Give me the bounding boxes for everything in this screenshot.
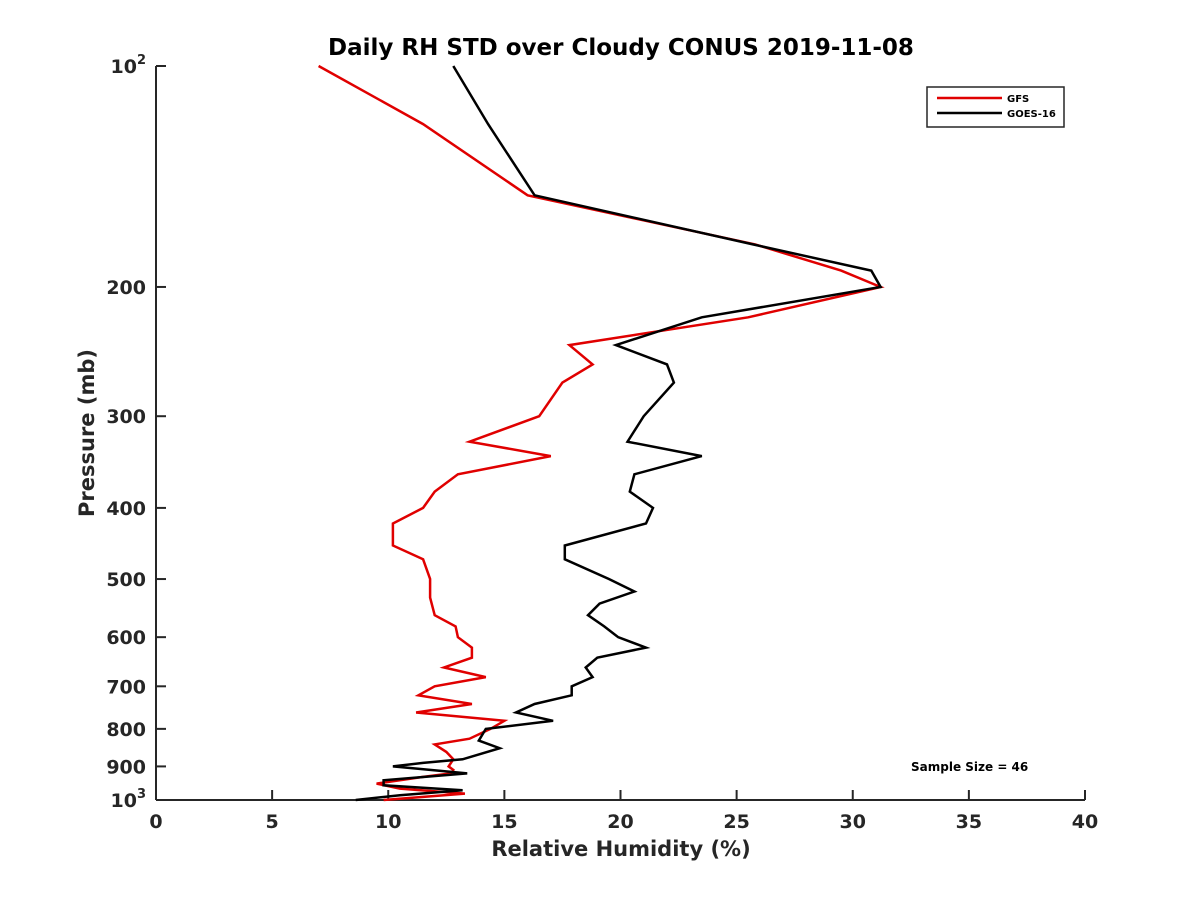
y-tick-label: 500 — [106, 569, 146, 591]
series-line-goes-16 — [355, 65, 883, 802]
x-tick-label: 35 — [956, 811, 982, 833]
legend-label: GOES-16 — [1007, 109, 1056, 120]
legend: GFS GOES-16 — [926, 86, 1065, 128]
y-tick-label: 900 — [106, 756, 146, 778]
legend-box — [926, 86, 1065, 128]
y-tick-label: 200 — [106, 277, 146, 299]
y-tick-label: 600 — [106, 627, 146, 649]
legend-label: GFS — [1007, 94, 1029, 105]
x-tick-label: 25 — [723, 811, 749, 833]
y-tick-label: 800 — [106, 719, 146, 741]
chart-title: Daily RH STD over Cloudy CONUS 2019-11-0… — [328, 35, 914, 61]
series-line-gfs — [317, 64, 885, 802]
x-tick-label: 10 — [375, 811, 401, 833]
y-tick-label: 700 — [106, 676, 146, 698]
series-layer — [317, 64, 885, 802]
y-axis-label: Pressure (mb) — [75, 349, 99, 517]
x-axis-label: Relative Humidity (%) — [491, 837, 750, 861]
x-tick-label: 5 — [266, 811, 279, 833]
x-tick-label: 20 — [607, 811, 633, 833]
y-tick-label: 102 — [111, 53, 147, 78]
sample-size-annotation: Sample Size = 46 — [911, 760, 1028, 774]
x-tick-label: 40 — [1072, 811, 1098, 833]
x-tick-label: 15 — [491, 811, 517, 833]
y-tick-label: 103 — [111, 787, 147, 812]
y-tick-label: 400 — [106, 498, 146, 520]
x-tick-label: 0 — [149, 811, 162, 833]
x-tick-label: 30 — [840, 811, 866, 833]
y-tick-label: 300 — [106, 406, 146, 428]
axes: 0 5 10 15 20 25 30 35 40 102 200 300 400 500 600 700 800… — [106, 53, 1098, 833]
